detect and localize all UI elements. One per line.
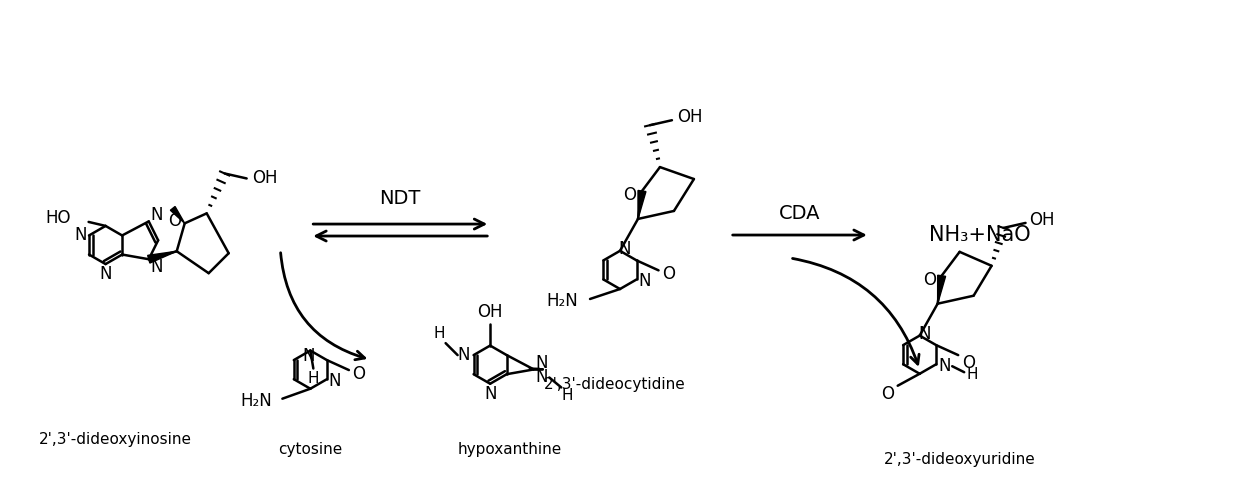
Text: N: N bbox=[919, 325, 931, 342]
Text: H₂N: H₂N bbox=[241, 392, 273, 410]
Text: 2',3'-dideoxyinosine: 2',3'-dideoxyinosine bbox=[40, 432, 192, 447]
Text: N: N bbox=[99, 265, 112, 283]
Text: cytosine: cytosine bbox=[278, 442, 342, 457]
Text: N: N bbox=[329, 372, 341, 390]
Text: N: N bbox=[150, 258, 162, 276]
Text: O: O bbox=[352, 365, 366, 383]
Text: 2',3'-dideocytidine: 2',3'-dideocytidine bbox=[544, 377, 686, 392]
Text: OH: OH bbox=[677, 108, 703, 126]
Text: O: O bbox=[662, 265, 675, 283]
Text: H: H bbox=[434, 326, 445, 341]
Text: OH: OH bbox=[252, 169, 278, 187]
Text: NDT: NDT bbox=[379, 188, 420, 207]
Text: NH₃+NaO: NH₃+NaO bbox=[929, 225, 1030, 245]
Polygon shape bbox=[937, 275, 946, 304]
Text: O: O bbox=[962, 354, 975, 372]
Text: H₂N: H₂N bbox=[546, 292, 578, 310]
Text: H: H bbox=[562, 388, 573, 403]
Text: N: N bbox=[150, 206, 162, 225]
Text: OH: OH bbox=[477, 302, 503, 320]
Text: OH: OH bbox=[1029, 211, 1054, 229]
Text: N: N bbox=[484, 385, 496, 403]
Text: H: H bbox=[308, 371, 319, 386]
Polygon shape bbox=[148, 251, 177, 263]
Text: N: N bbox=[536, 369, 548, 387]
Text: N: N bbox=[937, 357, 951, 375]
Text: O: O bbox=[923, 271, 936, 289]
Text: 2',3'-dideoxyuridine: 2',3'-dideoxyuridine bbox=[884, 452, 1035, 467]
Text: N: N bbox=[619, 240, 631, 258]
Text: HO: HO bbox=[45, 209, 71, 227]
Text: O: O bbox=[882, 385, 894, 403]
Text: O: O bbox=[169, 212, 181, 230]
Text: N: N bbox=[303, 347, 315, 365]
Text: H: H bbox=[966, 367, 978, 382]
Text: hypoxanthine: hypoxanthine bbox=[458, 442, 562, 457]
Text: CDA: CDA bbox=[779, 204, 821, 223]
Text: O: O bbox=[624, 186, 636, 204]
Text: N: N bbox=[639, 272, 651, 290]
Polygon shape bbox=[637, 190, 646, 219]
Text: N: N bbox=[74, 226, 87, 244]
Text: N: N bbox=[536, 354, 548, 372]
Text: N: N bbox=[458, 346, 470, 364]
Polygon shape bbox=[170, 206, 185, 224]
